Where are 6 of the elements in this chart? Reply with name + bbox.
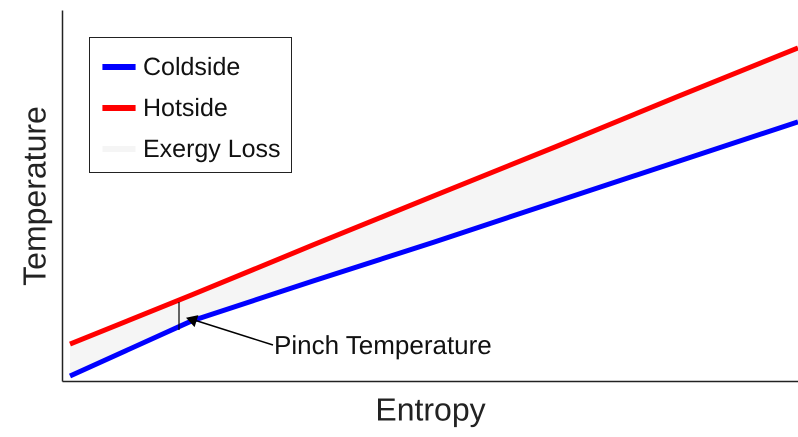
x-axis-title: Entropy [375, 392, 486, 428]
y-axis-title: Temperature [16, 106, 52, 286]
legend-label: Exergy Loss [143, 135, 281, 163]
legend-label: Coldside [143, 53, 240, 81]
legend-label: Hotside [143, 94, 228, 122]
annotation: Pinch Temperature [274, 330, 492, 360]
